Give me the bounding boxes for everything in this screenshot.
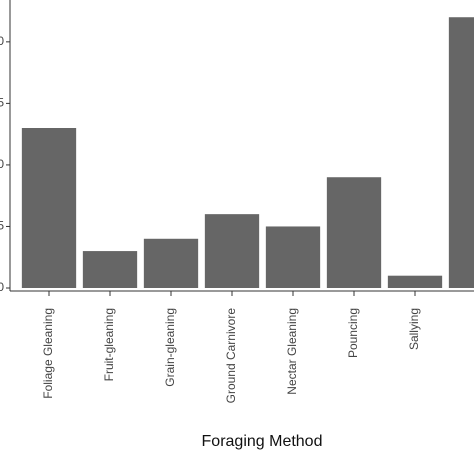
y-tick-label: 5 xyxy=(0,219,4,233)
x-tick-label: Sallying xyxy=(407,308,421,350)
bar xyxy=(387,275,443,288)
x-tick-label: Nectar Gleaning xyxy=(285,308,299,395)
bar xyxy=(448,17,474,288)
bar xyxy=(265,226,321,288)
x-tick-label: Grain-gleaning xyxy=(163,308,177,387)
bar xyxy=(143,238,199,288)
y-tick-label: 10 xyxy=(0,157,4,171)
y-tick-label: 0 xyxy=(0,280,4,294)
bar xyxy=(326,177,382,288)
bar xyxy=(82,251,138,288)
x-axis-title: Foraging Method xyxy=(202,433,323,450)
x-tick-label: Ground Carnivore xyxy=(224,308,238,404)
x-tick-label: Foliage Gleaning xyxy=(41,308,55,399)
x-tick-label: Fruit-gleaning xyxy=(102,308,116,381)
y-tick-label: 15 xyxy=(0,96,4,110)
y-tick-label: 20 xyxy=(0,34,4,48)
x-tick-label: Pouncing xyxy=(346,308,360,358)
bar xyxy=(21,128,77,288)
bar xyxy=(204,214,260,288)
